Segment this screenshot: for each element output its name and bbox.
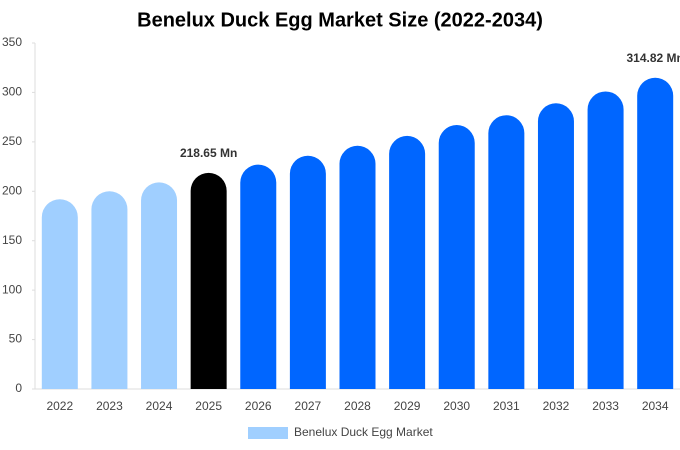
x-tick-label: 2026: [245, 399, 272, 413]
y-tick-label: 300: [2, 85, 22, 99]
x-tick-label: 2027: [295, 399, 322, 413]
data-label: 218.65 Mn: [180, 146, 237, 160]
y-tick-label: 200: [2, 183, 22, 197]
y-tick-label: 350: [2, 35, 22, 49]
x-tick-label: 2033: [592, 399, 619, 413]
bar: [488, 115, 525, 390]
bar: [587, 91, 624, 390]
legend-label: Benelux Duck Egg Market: [294, 425, 433, 439]
bar: [389, 135, 426, 389]
y-tick-label: 150: [2, 233, 22, 247]
bar: [190, 172, 227, 389]
x-tick-label: 2025: [195, 399, 222, 413]
x-tick-label: 2023: [96, 399, 123, 413]
y-tick-label: 50: [9, 332, 23, 346]
legend-swatch: [248, 427, 288, 439]
bar: [289, 155, 326, 389]
chart-title: Benelux Duck Egg Market Size (2022-2034): [137, 9, 543, 31]
y-tick-label: 250: [2, 134, 22, 148]
bar: [141, 182, 178, 389]
bar: [537, 103, 574, 389]
x-tick-label: 2030: [443, 399, 470, 413]
x-tick-label: 2024: [146, 399, 173, 413]
bar: [91, 191, 128, 389]
y-tick-label: 100: [2, 282, 22, 296]
x-tick-label: 2034: [642, 399, 669, 413]
data-label: 314.82 Mn: [627, 51, 680, 65]
x-tick-label: 2031: [493, 399, 520, 413]
bar: [438, 125, 475, 389]
x-tick-label: 2029: [394, 399, 421, 413]
y-tick-label: 0: [15, 381, 22, 395]
x-tick-label: 2028: [344, 399, 371, 413]
bar: [41, 199, 78, 389]
bar: [637, 77, 674, 389]
bar: [339, 145, 376, 389]
x-tick-label: 2022: [46, 399, 73, 413]
x-tick-label: 2032: [543, 399, 570, 413]
bar: [240, 164, 277, 389]
